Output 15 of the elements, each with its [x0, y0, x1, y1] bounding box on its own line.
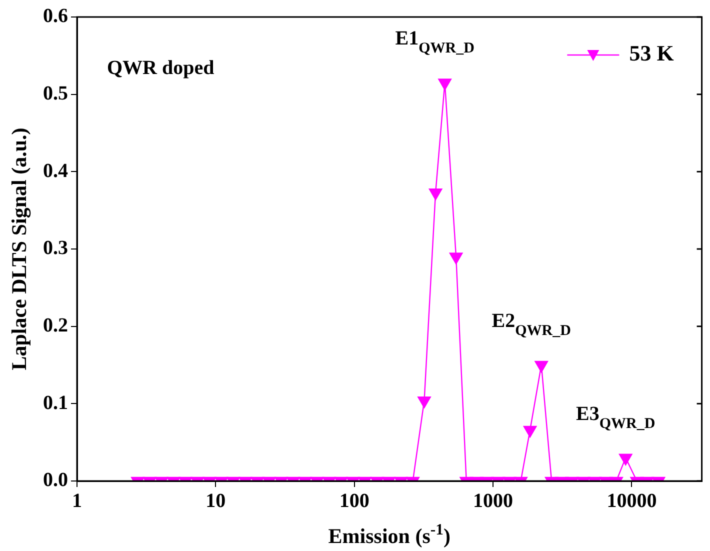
y-tick-label: 0.1	[43, 392, 68, 414]
y-tick-label: 0.4	[43, 160, 68, 182]
y-tick-label: 0.6	[43, 5, 68, 28]
x-tick-label: 10000	[606, 490, 657, 512]
legend-label: 53 K	[629, 40, 674, 66]
x-tick-label: 1	[72, 490, 82, 512]
annotation: QWR doped	[107, 57, 214, 79]
y-tick-label: 0.0	[43, 469, 68, 492]
x-tick-label: 10	[206, 490, 226, 512]
x-tick-label: 1000	[473, 490, 514, 512]
y-tick-label: 0.3	[43, 237, 68, 260]
y-tick-label: 0.5	[43, 82, 68, 105]
y-axis-title: Laplace DLTS Signal (a.u.)	[7, 128, 31, 370]
x-tick-label: 100	[339, 490, 370, 512]
y-tick-label: 0.2	[43, 314, 68, 337]
